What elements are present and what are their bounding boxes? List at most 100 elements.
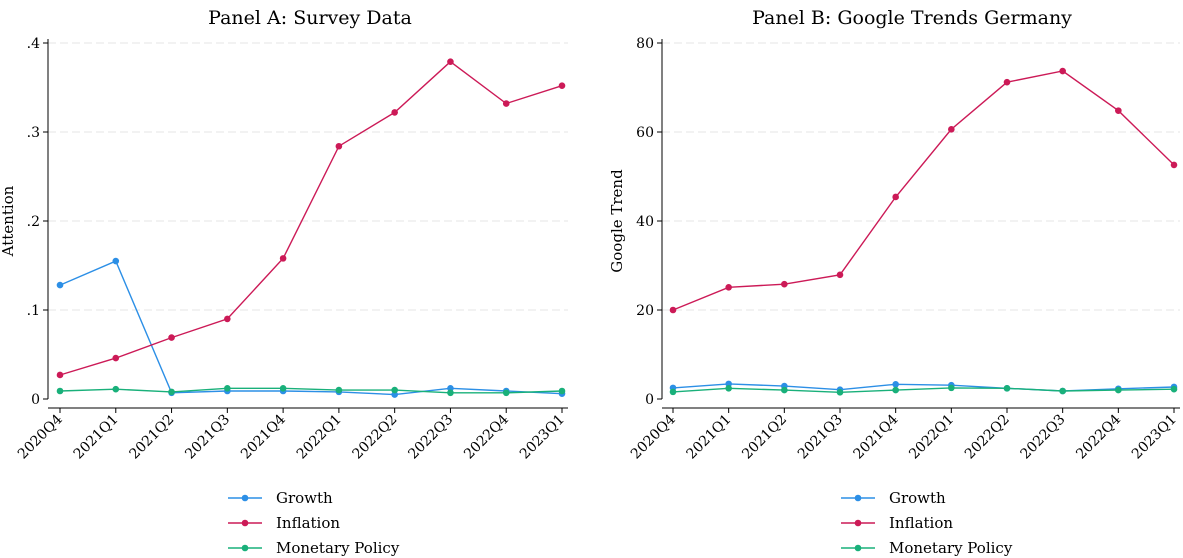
panel-b-legend-marker [854, 544, 862, 552]
panel-b-x-tick-label: 2022Q2 [962, 412, 1013, 463]
panel-b-legend-marker [854, 494, 862, 502]
panel-a-legend-item-inflation: Inflation [228, 514, 340, 532]
panel-a-point-inflation [112, 354, 120, 362]
panel-a-x-tick-label: 2020Q4 [15, 411, 66, 462]
panel-b-point-monetary-policy [669, 388, 677, 396]
panel-b-legend-label: Growth [889, 489, 946, 507]
panel-b-title: Panel B: Google Trends Germany [752, 7, 1072, 29]
panel-a-x-tick-label: 2022Q2 [350, 412, 401, 463]
panel-a-legend-label: Growth [276, 489, 333, 507]
panel-a-legend-item-monetary-policy: Monetary Policy [228, 539, 400, 557]
panel-a-y-tick-label: .3 [27, 125, 40, 141]
panel-b: Panel B: Google Trends Germany Google Tr… [608, 7, 1180, 557]
panel-a-legend-marker [241, 544, 249, 552]
panel-b-x-tick-label: 2023Q1 [1129, 412, 1180, 463]
panel-a-legend-item-growth: Growth [228, 489, 333, 507]
panel-a-point-monetary-policy [279, 385, 287, 392]
panel-a: Panel A: Survey Data Attention 0 .1 .2 .3 .4… [0, 7, 568, 557]
panel-a-x-tick-label: 2022Q1 [294, 412, 345, 463]
panel-b-x-tick-label: 2021Q4 [851, 411, 902, 462]
panel-a-point-monetary-policy [447, 389, 454, 397]
panel-a-x-tick-label: 2021Q2 [126, 412, 177, 463]
panel-a-line-monetary-policy [59, 387, 563, 394]
panel-a-point-monetary-policy [502, 389, 510, 397]
panel-b-y-axis-label: Google Trend [608, 169, 626, 273]
panel-b-point-inflation [1115, 107, 1122, 114]
panel-b-x-tick-label: 2022Q4 [1073, 411, 1124, 462]
panel-a-y-tick-label: .1 [27, 303, 40, 319]
panel-b-point-inflation [725, 284, 732, 291]
panel-a-point-monetary-policy [558, 387, 566, 395]
panel-b-point-monetary-policy [1170, 385, 1178, 393]
panel-b-y-tick-label: 0 [645, 392, 654, 408]
panel-b-x-tick-label: 2021Q3 [795, 412, 846, 463]
panel-a-point-inflation [224, 315, 231, 323]
panel-b-point-monetary-policy [725, 385, 732, 392]
panel-b-legend-item-growth: Growth [841, 489, 946, 507]
panel-a-y-tick-label: .4 [27, 36, 40, 52]
panel-b-gridlines [662, 42, 1180, 311]
panel-a-x-tick-label: 2023Q1 [517, 412, 568, 463]
panel-b-x-tick-label: 2021Q1 [684, 412, 735, 463]
panel-b-line-monetary-policy [672, 387, 1175, 394]
panel-a-point-monetary-policy [335, 386, 343, 394]
panel-a-gridlines [48, 42, 568, 311]
panel-a-point-inflation [502, 100, 510, 107]
panel-a-x-tick-label: 2021Q4 [238, 411, 289, 462]
panel-b-legend-item-inflation: Inflation [841, 514, 953, 532]
panel-a-point-growth [56, 281, 64, 289]
panel-a-point-inflation [279, 255, 287, 262]
panel-b-y-tick-label: 80 [636, 36, 654, 52]
panel-b-point-inflation [1059, 67, 1066, 75]
panel-b-x-tick-label: 2020Q4 [628, 411, 679, 462]
panel-b-x-tick-label: 2022Q3 [1018, 412, 1069, 463]
panel-a-y-axis-label: Attention [0, 185, 17, 257]
panel-a-line-inflation [59, 60, 563, 376]
panel-a-y-tick-label: 0 [31, 392, 40, 408]
panel-a-x-tick-label: 2021Q3 [182, 412, 233, 463]
panel-b-point-inflation [892, 193, 899, 201]
panel-a-title: Panel A: Survey Data [208, 7, 412, 29]
panel-b-series-monetary-policy [669, 384, 1178, 396]
panel-b-point-monetary-policy [948, 384, 955, 392]
panel-b-y-tick-label: 20 [636, 303, 654, 319]
panel-b-point-growth [892, 381, 899, 388]
panel-a-x-tick-label: 2022Q4 [461, 411, 512, 462]
panel-a-legend-marker [241, 494, 249, 502]
panel-a-point-inflation [558, 82, 566, 90]
panel-a-series-inflation [56, 58, 566, 379]
panel-a-point-monetary-policy [391, 386, 398, 394]
panel-a-point-monetary-policy [56, 387, 64, 395]
panel-a-point-monetary-policy [168, 388, 175, 396]
panel-a-line-growth [59, 260, 563, 396]
panel-b-point-inflation [1003, 78, 1011, 86]
panel-a-series-monetary-policy [56, 385, 566, 397]
panel-b-legend: Growth Inflation Monetary Policy [841, 489, 1013, 557]
panel-a-legend-marker [241, 519, 249, 527]
panel-b-point-monetary-policy [781, 386, 788, 394]
panel-a-legend-label: Monetary Policy [276, 539, 400, 557]
panel-b-legend-label: Monetary Policy [889, 539, 1013, 557]
panel-b-y-tick-label: 60 [636, 125, 654, 141]
panel-b-legend-item-monetary-policy: Monetary Policy [841, 539, 1013, 557]
panel-a-point-inflation [447, 58, 454, 65]
panel-b-legend-label: Inflation [889, 514, 953, 532]
panel-b-point-monetary-policy [1059, 387, 1066, 395]
panel-a-legend-label: Inflation [276, 514, 340, 532]
panel-a-x-tick-label: 2022Q3 [405, 412, 456, 463]
panel-a-series-growth [56, 257, 566, 398]
panel-b-point-monetary-policy [892, 386, 899, 394]
panel-b-line-inflation [672, 70, 1175, 311]
panel-a-point-inflation [56, 371, 64, 379]
panel-a-x-tick-label: 2021Q1 [71, 412, 122, 463]
panel-a-point-inflation [335, 142, 343, 150]
panel-b-point-monetary-policy [836, 389, 844, 396]
panel-b-series-growth [669, 380, 1178, 395]
panel-a-point-monetary-policy [224, 385, 231, 392]
panel-b-legend-marker [854, 519, 862, 527]
panel-b-series-inflation [669, 67, 1178, 314]
panel-b-point-inflation [781, 280, 788, 288]
panel-b-point-inflation [1170, 161, 1178, 169]
panel-a-point-monetary-policy [112, 385, 120, 393]
